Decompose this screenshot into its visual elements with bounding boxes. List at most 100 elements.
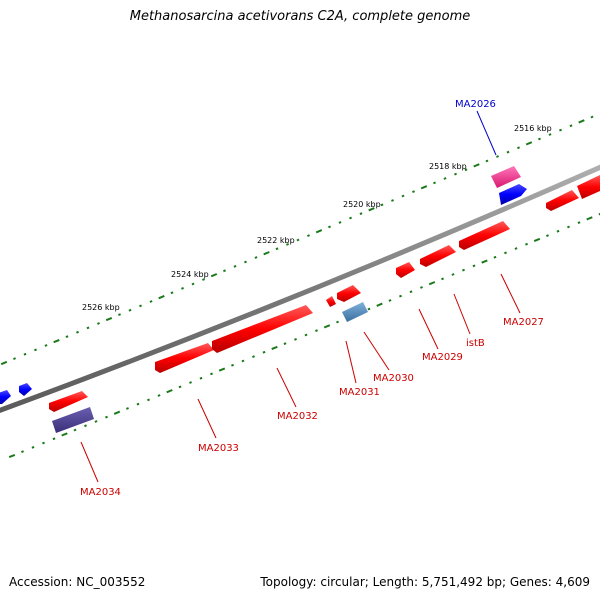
- inner-tick-42: [451, 273, 455, 276]
- outer-tick-2: [23, 352, 27, 356]
- inner-tick-2: [31, 445, 35, 449]
- outer-tick-marks: [0, 115, 594, 366]
- outer-tick-46: [485, 159, 489, 163]
- ruler-label-2518: 2518 kbp: [429, 162, 467, 171]
- gene-arrow-istb[interactable]: [420, 245, 456, 267]
- gene-arrow-ma2033[interactable]: [155, 343, 214, 373]
- gene-ma2026-magenta[interactable]: [491, 166, 521, 188]
- gene-label-ma2034[interactable]: MA2034: [80, 487, 121, 498]
- outer-tick-23: [244, 260, 247, 264]
- inner-tick-38: [409, 290, 413, 294]
- gene-label-ma2030[interactable]: MA2030: [373, 373, 414, 384]
- inner-tick-41: [441, 277, 444, 281]
- gene-arrow-ma2029[interactable]: [396, 262, 415, 278]
- outer-tick-1: [12, 357, 17, 361]
- outer-tick-18: [191, 282, 195, 286]
- outer-tick-32: [338, 221, 342, 224]
- outer-tick-20: [210, 273, 218, 278]
- gene-arrow-right-2[interactable]: [577, 175, 600, 199]
- gene-arrow-far-left-2[interactable]: [19, 383, 32, 396]
- gene-arrow-ma2026-reverse[interactable]: [499, 184, 527, 205]
- inner-tick-17: [189, 381, 192, 384]
- gene-arrow-ma2027[interactable]: [459, 221, 510, 250]
- outer-tick-0: [0, 360, 8, 366]
- outer-tick-26: [275, 247, 279, 251]
- inner-tick-19: [210, 372, 213, 376]
- forward-gene-features[interactable]: [49, 175, 600, 412]
- gene-label-ma2026[interactable]: MA2026: [455, 99, 496, 110]
- inner-tick-27: [294, 337, 297, 341]
- outer-tick-10: [105, 316, 113, 322]
- outer-tick-29: [306, 234, 311, 238]
- inner-tick-50: [533, 237, 541, 243]
- outer-tick-28: [296, 238, 300, 242]
- inner-tick-18: [199, 376, 203, 380]
- gene-arrow-far-left-1[interactable]: [0, 390, 11, 404]
- gene-label-ma2029[interactable]: MA2029: [422, 352, 463, 363]
- gene-arrow-ma2030[interactable]: [337, 285, 361, 302]
- inner-tick-48: [514, 247, 518, 250]
- outer-tick-51: [538, 137, 541, 141]
- inner-tick-40: [428, 281, 436, 286]
- inner-tick-36: [388, 299, 392, 302]
- gene-ma2034-purple[interactable]: [52, 407, 94, 433]
- inner-tick-10: [113, 410, 121, 415]
- outer-tick-30: [315, 229, 323, 234]
- inner-tick-21: [231, 363, 234, 367]
- inner-tick-4: [52, 437, 56, 441]
- gene-arrow-right-1[interactable]: [546, 190, 579, 211]
- inner-tick-43: [462, 268, 465, 272]
- outer-tick-19: [202, 278, 205, 281]
- inner-tick-7: [84, 424, 87, 428]
- inner-tick-29: [315, 329, 318, 333]
- outer-tick-31: [328, 225, 331, 229]
- inner-tick-13: [147, 398, 150, 402]
- outer-tick-36: [380, 203, 384, 207]
- inner-tick-37: [399, 294, 402, 298]
- inner-tick-54: [577, 221, 581, 225]
- outer-tick-25: [263, 251, 270, 256]
- gene-ma2030-steel[interactable]: [342, 302, 368, 322]
- outer-tick-44: [464, 168, 468, 172]
- inner-tick-12: [136, 402, 140, 406]
- inner-tick-44: [472, 264, 476, 268]
- inner-tick-0: [8, 453, 16, 459]
- gene-arrow-ma2032[interactable]: [212, 305, 313, 353]
- gene-label-ma2027[interactable]: MA2027: [503, 317, 544, 328]
- inner-tick-16: [178, 385, 182, 389]
- inner-tick-15: [166, 389, 173, 394]
- outer-tick-52: [548, 133, 552, 136]
- inner-tick-14: [157, 394, 161, 397]
- outer-tick-53: [559, 128, 562, 132]
- gene-label-ma2032[interactable]: MA2032: [277, 411, 318, 422]
- outer-tick-8: [86, 326, 90, 330]
- outer-tick-34: [359, 212, 363, 216]
- genome-backbone: [0, 164, 600, 413]
- inner-tick-3: [42, 441, 45, 445]
- gene-label-istb[interactable]: istB: [466, 338, 485, 349]
- inner-tick-49: [525, 242, 528, 246]
- ruler-label-2520: 2520 kbp: [343, 200, 381, 209]
- outer-tick-56: [590, 115, 594, 119]
- outer-tick-49: [517, 146, 520, 150]
- gene-label-ma2031[interactable]: MA2031: [339, 387, 380, 398]
- inner-tick-23: [252, 355, 255, 359]
- outer-tick-22: [233, 264, 237, 268]
- inner-tick-55: [586, 216, 593, 221]
- gene-arrow-ma2034[interactable]: [49, 391, 88, 412]
- outer-tick-40: [420, 185, 428, 190]
- inner-tick-45: [481, 259, 488, 264]
- outer-tick-54: [569, 124, 573, 128]
- reverse-gene-features[interactable]: [0, 184, 527, 404]
- genome-title: Methanosarcina acetivorans C2A, complete…: [129, 9, 471, 24]
- outer-tick-39: [412, 190, 415, 194]
- gene-label-ma2033[interactable]: MA2033: [198, 443, 239, 454]
- outer-tick-21: [223, 269, 226, 273]
- outer-tick-14: [149, 300, 153, 303]
- inner-tick-8: [94, 420, 98, 423]
- gene-arrow-ma2031[interactable]: [326, 296, 336, 307]
- inner-tick-34: [367, 307, 371, 311]
- outer-tick-55: [578, 119, 585, 124]
- inner-tick-26: [283, 342, 287, 346]
